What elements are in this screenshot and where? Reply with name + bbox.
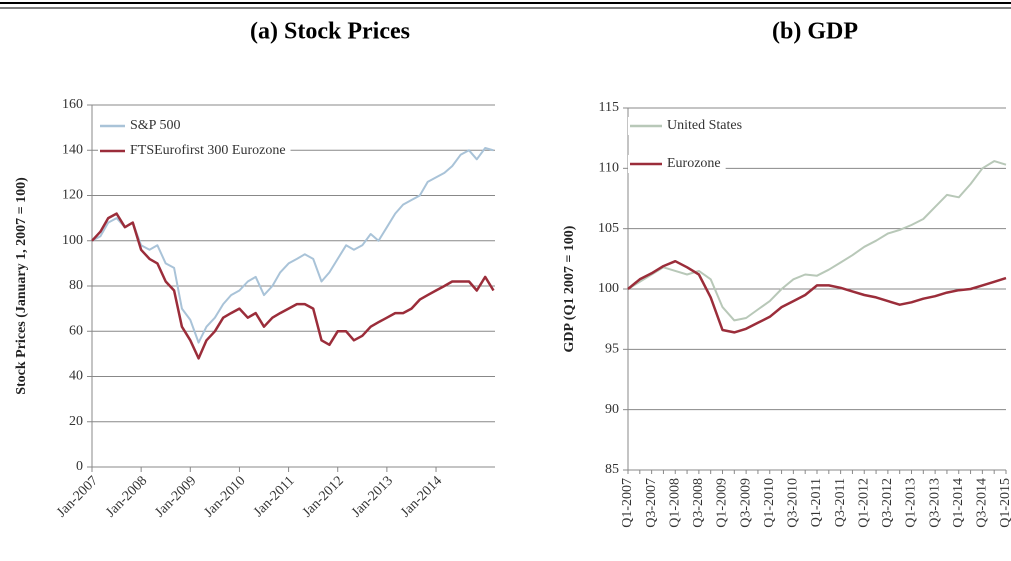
y-tick-label: 140 bbox=[62, 142, 83, 157]
series-line bbox=[627, 259, 1007, 334]
x-tick-label: Q1-2011 bbox=[809, 478, 824, 527]
legend-label: Eurozone bbox=[667, 156, 721, 171]
y-tick-label: 20 bbox=[69, 414, 83, 429]
y-tick-label: 105 bbox=[598, 221, 619, 236]
legend-label: S&P 500 bbox=[130, 118, 180, 133]
y-tick-label: 100 bbox=[598, 281, 619, 296]
y-tick-label: 85 bbox=[605, 462, 619, 477]
x-tick-label: Q1-2007 bbox=[620, 478, 635, 528]
y-axis-label: Stock Prices (January 1, 2007 = 100) bbox=[14, 177, 29, 395]
y-tick-label: 110 bbox=[599, 161, 619, 176]
y-tick-label: 95 bbox=[605, 342, 619, 357]
y-tick-label: 115 bbox=[599, 100, 619, 115]
x-tick-label: Q3-2012 bbox=[880, 478, 895, 528]
y-tick-label: 90 bbox=[605, 402, 619, 417]
y-tick-label: 60 bbox=[69, 323, 83, 338]
x-tick-label: Q1-2012 bbox=[856, 478, 871, 528]
x-tick-label: Q1-2009 bbox=[715, 478, 730, 528]
x-tick-label: Q1-2008 bbox=[667, 478, 682, 528]
y-tick-label: 80 bbox=[69, 278, 83, 293]
x-tick-label: Q3-2008 bbox=[691, 478, 706, 528]
y-tick-label: 0 bbox=[76, 459, 83, 474]
x-tick-label: Jan-2010 bbox=[202, 473, 249, 520]
x-tick-label: Q3-2013 bbox=[927, 478, 942, 528]
x-tick-label: Q3-2007 bbox=[644, 478, 659, 528]
chart-title: (b) GDP bbox=[772, 19, 858, 45]
x-tick-label: Q3-2014 bbox=[975, 478, 990, 528]
x-tick-label: Jan-2007 bbox=[54, 473, 101, 520]
y-tick-label: 120 bbox=[62, 188, 83, 203]
x-tick-label: Jan-2008 bbox=[103, 473, 150, 520]
chart-title: (a) Stock Prices bbox=[250, 19, 410, 45]
y-tick-label: 40 bbox=[69, 369, 83, 384]
series-line bbox=[627, 160, 1007, 322]
x-tick-label: Jan-2014 bbox=[398, 473, 445, 520]
y-tick-label: 100 bbox=[62, 233, 83, 248]
x-tick-label: Q3-2010 bbox=[786, 478, 801, 528]
x-tick-label: Q3-2009 bbox=[738, 478, 753, 528]
x-tick-label: Jan-2012 bbox=[300, 473, 347, 520]
x-tick-label: Q1-2014 bbox=[951, 478, 966, 528]
x-tick-label: Jan-2009 bbox=[152, 473, 199, 520]
x-tick-label: Q1-2015 bbox=[998, 478, 1011, 528]
x-tick-label: Jan-2011 bbox=[251, 473, 298, 520]
y-axis-label: GDP (Q1 2007 = 100) bbox=[562, 225, 577, 352]
legend-bg bbox=[98, 142, 291, 160]
series-line bbox=[91, 147, 494, 344]
legend-bg bbox=[98, 117, 186, 135]
legend-label: FTSEurofirst 300 Eurozone bbox=[130, 143, 286, 158]
legend-bg bbox=[628, 155, 726, 173]
y-tick-label: 160 bbox=[62, 97, 83, 112]
x-tick-label: Q3-2011 bbox=[833, 478, 848, 527]
x-tick-label: Jan-2013 bbox=[349, 473, 396, 520]
legend-bg bbox=[628, 117, 748, 135]
x-tick-label: Q1-2013 bbox=[904, 478, 919, 528]
series-line bbox=[91, 212, 495, 360]
legend-label: United States bbox=[667, 118, 742, 133]
x-tick-label: Q1-2010 bbox=[762, 478, 777, 528]
